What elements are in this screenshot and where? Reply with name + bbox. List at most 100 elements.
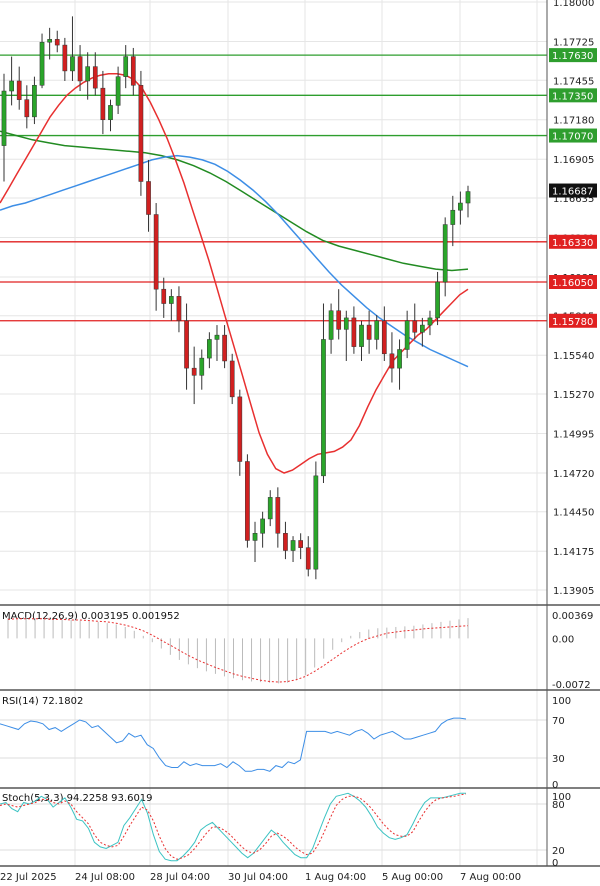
candle-body — [138, 85, 144, 182]
price-tick-label: 1.15270 — [553, 390, 594, 401]
candle-body — [404, 320, 410, 350]
level-tag-label: 1.16330 — [552, 238, 593, 249]
candle-body — [412, 320, 418, 333]
candle-body — [100, 87, 106, 120]
candle-body — [176, 296, 182, 322]
candle-body — [70, 56, 75, 72]
price-tick-label: 1.14995 — [553, 429, 594, 440]
candle-body — [435, 281, 440, 319]
candle-body — [92, 66, 98, 89]
candle-body — [85, 66, 91, 82]
level-tag-label: 1.17350 — [552, 91, 593, 102]
candle-body — [237, 396, 243, 462]
candle-body — [336, 310, 342, 330]
level-tag — [549, 275, 597, 289]
candle-body — [290, 540, 296, 551]
time-tick-label: 28 Jul 04:00 — [150, 872, 210, 883]
candle-body — [267, 497, 273, 520]
level-tag — [549, 48, 597, 63]
candle-body — [458, 202, 463, 211]
candle-body — [442, 224, 448, 283]
candle-body — [450, 209, 456, 225]
rsi-tick-label: 70 — [552, 716, 565, 727]
candle-body — [397, 349, 402, 369]
rsi-label: RSI(14) 72.1802 — [2, 696, 83, 707]
candle-body — [77, 56, 83, 82]
candle-body — [359, 324, 364, 347]
candle-body — [47, 39, 52, 43]
price-panel — [0, 16, 547, 580]
stoch-panel: Stoch(5,3,3) 94.2258 93.6019 — [0, 792, 547, 862]
grid-lines — [0, 0, 547, 866]
level-tag-label: 1.16050 — [552, 278, 593, 289]
candle-body — [381, 320, 387, 355]
candle-body — [275, 497, 281, 534]
candle-body — [465, 191, 471, 204]
candle-body — [229, 360, 235, 398]
current-price-label: 1.16687 — [552, 187, 593, 198]
rsi-tick-label: 100 — [552, 696, 571, 707]
level-tag-label: 1.17630 — [552, 51, 593, 62]
stoch-tick-label: 80 — [552, 800, 565, 811]
price-tick-label: 1.14720 — [553, 469, 594, 480]
candle-body — [283, 533, 288, 551]
level-tag — [549, 88, 597, 103]
candle-body — [298, 540, 303, 548]
candle-body — [39, 41, 45, 86]
candle-body — [199, 357, 205, 376]
time-tick-label: 5 Aug 00:00 — [382, 872, 443, 883]
candle-body — [222, 334, 227, 362]
price-tick-label: 1.13905 — [553, 586, 594, 597]
stoch-tick-label: 0 — [552, 858, 558, 869]
stoch-d-line — [0, 793, 467, 860]
ma-fast-line — [0, 73, 469, 474]
candle-body — [245, 461, 250, 541]
ma-mid-line — [0, 154, 469, 368]
level-tag — [549, 128, 597, 143]
candle-body — [389, 353, 395, 369]
candle-body — [420, 324, 425, 333]
rsi-tick-label: 0 — [552, 780, 558, 791]
candle-body — [153, 214, 159, 290]
rsi-panel: RSI(14) 72.1802 — [0, 696, 547, 772]
candle-body — [374, 320, 380, 340]
candle-body — [54, 39, 60, 46]
price-tick-label: 1.15540 — [553, 351, 594, 362]
candle-body — [313, 475, 319, 570]
time-tick-label: 1 Aug 04:00 — [305, 872, 366, 883]
stoch-tick-label: 100 — [552, 792, 571, 803]
price-tick-label: 1.16635 — [553, 194, 594, 205]
candle-body — [169, 296, 174, 304]
price-tick-label: 1.17455 — [553, 76, 594, 87]
current-price-tag — [549, 183, 597, 198]
candle-body — [146, 181, 151, 215]
candle-body — [1, 90, 7, 146]
macd-tick-label: 0.00369 — [552, 611, 593, 622]
candle-body — [184, 320, 189, 369]
time-tick-label: 22 Jul 2025 — [0, 872, 57, 883]
stoch-label: Stoch(5,3,3) 94.2258 93.6019 — [2, 793, 153, 804]
level-tag — [549, 234, 597, 249]
candle-body — [16, 80, 22, 100]
macd-tick-label: 0.00 — [552, 634, 574, 645]
macd-panel: MACD(12,26,9) 0.003195 0.001952 — [2, 611, 469, 684]
macd-tick-label: -0.0072 — [552, 680, 591, 691]
candle-body — [366, 324, 372, 340]
candle-body — [161, 288, 167, 304]
candle-body — [305, 547, 311, 570]
candle-body — [108, 105, 113, 120]
stoch-tick-label: 20 — [552, 846, 565, 857]
rsi-tick-label: 30 — [552, 754, 565, 765]
candle-body — [427, 317, 433, 326]
candle-body — [343, 317, 349, 330]
candle-body — [32, 85, 37, 118]
candle-body — [123, 56, 129, 77]
candle-body — [115, 76, 121, 106]
time-tick-label: 7 Aug 00:00 — [460, 872, 521, 883]
price-tick-label: 1.17725 — [553, 37, 594, 48]
time-tick-label: 30 Jul 04:00 — [228, 872, 288, 883]
candle-body — [24, 99, 30, 118]
candle-body — [62, 44, 68, 72]
